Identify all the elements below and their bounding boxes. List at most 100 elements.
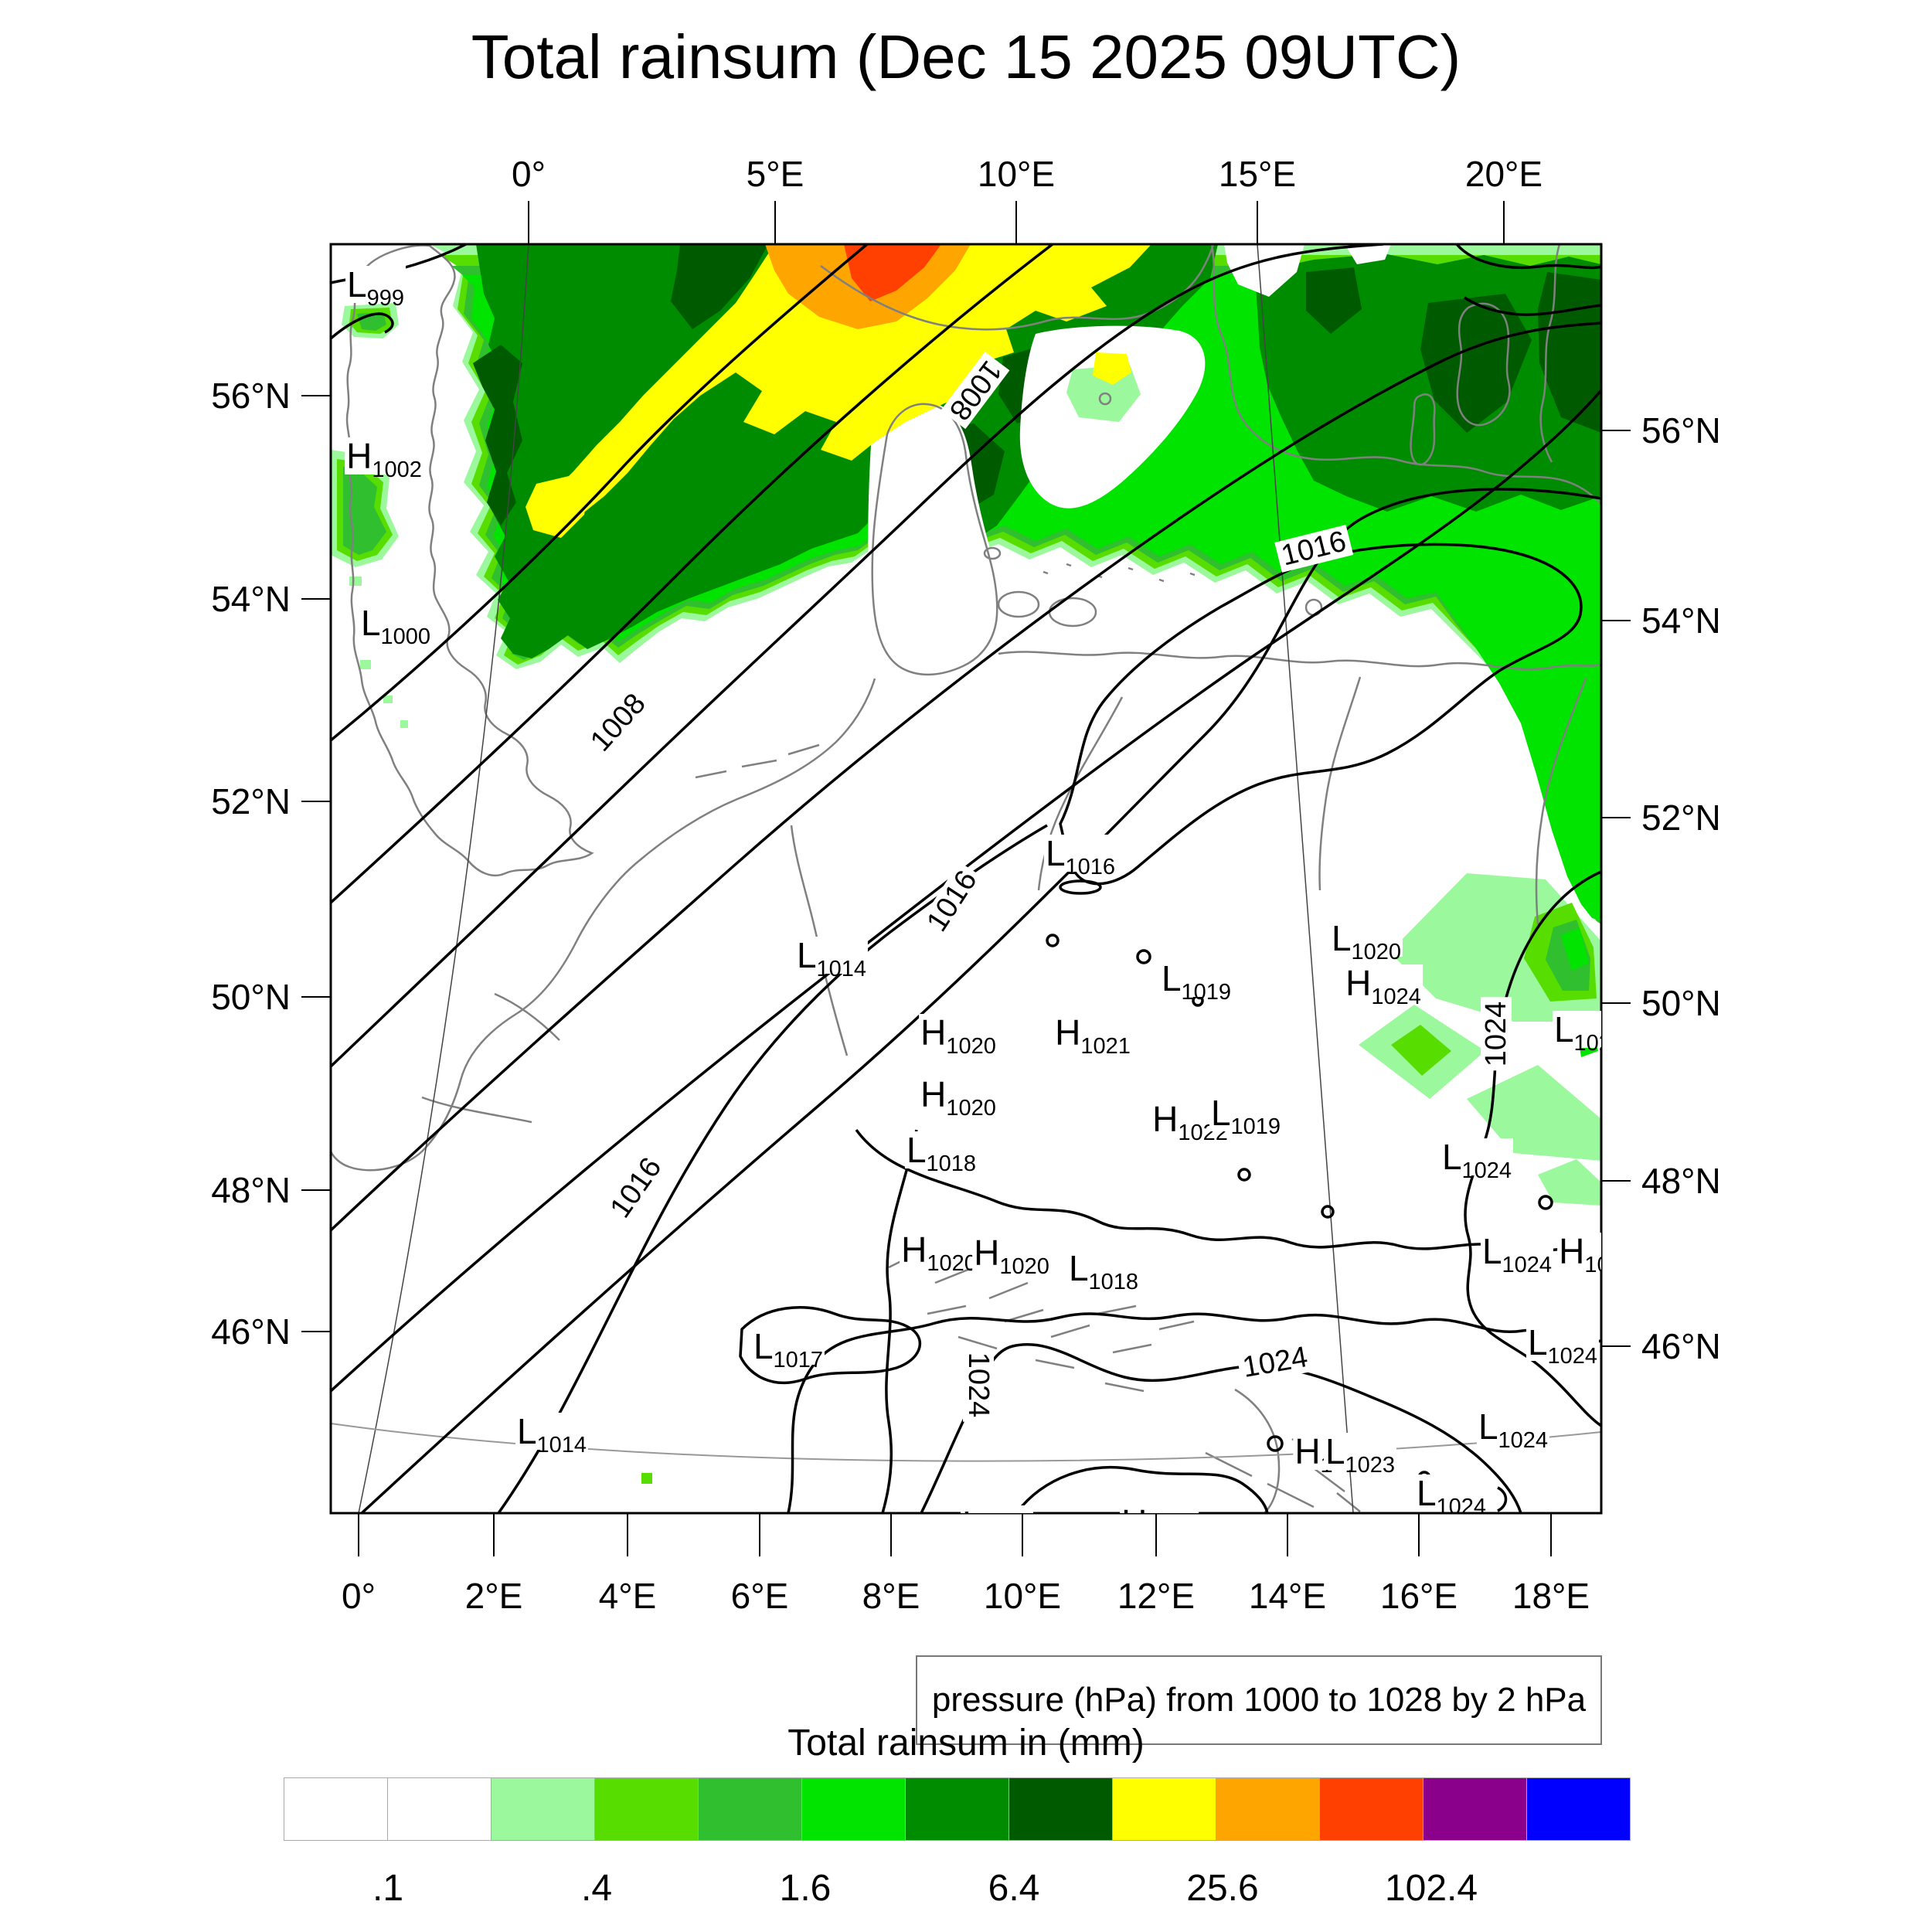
left-axis-label: 56°N xyxy=(211,376,291,416)
left-axis-label: 46°N xyxy=(211,1311,291,1352)
colorbar-cell-8 xyxy=(1112,1777,1216,1841)
top-axis-tick xyxy=(1503,201,1505,244)
top-axis-tick xyxy=(1257,201,1258,244)
pressure-center-value: 1018 xyxy=(926,1151,977,1176)
pressure-center-value: 1020 xyxy=(946,1034,996,1059)
pressure-center-value: 1018 xyxy=(1088,1270,1139,1294)
colorbar-cell-1 xyxy=(387,1777,492,1841)
bottom-axis-label: 18°E xyxy=(1512,1576,1590,1616)
pressure-center-value: 1024 xyxy=(1371,985,1421,1009)
pressure-center-l1019: L1019 xyxy=(1159,958,1233,1004)
isobar-arc-small xyxy=(1497,1486,1508,1512)
pressure-center-l1024: L1024 xyxy=(1414,1473,1488,1513)
right-axis-label: 52°N xyxy=(1641,798,1721,838)
pressure-center-value: 1019 xyxy=(1181,980,1232,1005)
pressure-center-letter: L xyxy=(1325,1431,1345,1471)
river-seine xyxy=(494,992,560,1041)
bottom-axis-label: 2°E xyxy=(464,1576,523,1616)
coast-dk-island xyxy=(997,590,1040,618)
right-axis-tick xyxy=(1601,1002,1631,1004)
left-axis-tick xyxy=(301,1189,331,1191)
isobar-1006 xyxy=(331,244,1054,904)
coast-oland xyxy=(1410,393,1436,466)
isobar-italy xyxy=(881,1129,918,1513)
isobar-1010 xyxy=(331,321,1601,1232)
contour-label-1016: 1016 xyxy=(602,1148,670,1227)
pressure-center-l999: L999 xyxy=(345,264,406,310)
river-oder xyxy=(1318,676,1362,891)
parallel-45deg xyxy=(331,1423,1601,1462)
pressure-center-letter: H xyxy=(920,1074,947,1114)
colorbar-title: Total rainsum in (mm) xyxy=(787,1723,1145,1764)
colorbar-tick-label: .1 xyxy=(372,1868,404,1909)
pressure-center-l1023: L1023 xyxy=(1323,1431,1397,1477)
bottom-axis-tick xyxy=(1022,1513,1023,1556)
pressure-center-value: 1014 xyxy=(536,1433,587,1458)
isobar-inner-alps xyxy=(1015,1466,1269,1513)
coast-northsea xyxy=(634,678,876,865)
river-elbe xyxy=(1037,696,1124,891)
left-axis-tick xyxy=(301,395,331,396)
rain-red-core xyxy=(844,244,941,301)
pressure-center-h1020: H1020 xyxy=(972,1233,1051,1278)
pressure-center-letter: L xyxy=(347,264,367,304)
right-axis-label: 54°N xyxy=(1641,600,1721,641)
pressure-center-value: 1021 xyxy=(1080,1034,1131,1059)
bottom-axis-tick xyxy=(1418,1513,1420,1556)
right-axis-tick xyxy=(1601,620,1631,621)
pressure-center-letter: L xyxy=(1045,833,1066,873)
pressure-center-l1026: L1026 xyxy=(960,1505,1034,1513)
coast-kattegat-islet xyxy=(1098,392,1112,406)
coast-sweden xyxy=(1210,244,1601,505)
left-axis-tick xyxy=(301,1331,331,1332)
right-axis-tick xyxy=(1601,430,1631,431)
pressure-center-h1002: H1002 xyxy=(345,437,423,481)
river-vistula xyxy=(1535,678,1587,925)
left-axis-label: 52°N xyxy=(211,781,291,821)
coast-baltic-ne xyxy=(1539,244,1561,463)
isobar-1014 xyxy=(360,488,1601,1513)
pressure-center-h1027: H1027 xyxy=(1120,1504,1199,1513)
bottom-axis-tick xyxy=(890,1513,892,1556)
pressure-center-l1014: L1014 xyxy=(794,937,869,981)
isobar-1016-minor xyxy=(1059,879,1102,895)
bottom-axis-tick xyxy=(627,1513,628,1556)
bottom-axis-label: 8°E xyxy=(862,1576,920,1616)
pressure-center-letter: L xyxy=(516,1411,537,1451)
pressure-center-l1016: L1016 xyxy=(1043,833,1117,879)
pressure-center-letter: L xyxy=(1553,1009,1574,1049)
isobar-minor-loop xyxy=(1237,1168,1251,1182)
pressure-center-letter: H xyxy=(1152,1099,1179,1139)
colorbar-tick-label: 102.4 xyxy=(1384,1868,1478,1909)
coast-frisian xyxy=(695,743,820,779)
pressure-center-letter: L xyxy=(1161,958,1182,998)
rain-vivid-se-dash xyxy=(1561,927,1589,971)
isobar-1000 xyxy=(331,312,394,340)
pressure-center-l1017: L1017 xyxy=(751,1328,825,1372)
pressure-center-letter: H xyxy=(1294,1431,1321,1471)
rain-yellow-band xyxy=(538,244,1151,535)
pressure-center-h1024: H1024 xyxy=(1557,1233,1601,1277)
colorbar-tick-label: 25.6 xyxy=(1186,1868,1259,1909)
pressure-center-letter: H xyxy=(974,1233,1000,1273)
pressure-center-l1024: L1024 xyxy=(1440,1137,1514,1182)
pressure-center-letter: L xyxy=(1441,1137,1462,1177)
contour-label-1024: 1024 xyxy=(962,1348,995,1422)
right-axis-label: 56°N xyxy=(1641,410,1721,451)
left-axis-tick xyxy=(301,996,331,998)
pressure-center-l1024: L1024 xyxy=(1552,1009,1601,1055)
pressure-center-h1020: H1020 xyxy=(900,1231,978,1275)
isobar-1004 xyxy=(331,244,869,742)
rain-field xyxy=(331,244,1601,1484)
bottom-axis-label: 4°E xyxy=(598,1576,657,1616)
meridian-0deg xyxy=(358,244,529,1513)
bottom-axis-tick xyxy=(493,1513,495,1556)
pressure-center-letter: L xyxy=(1416,1473,1437,1513)
bottom-axis-tick xyxy=(1155,1513,1157,1556)
pressure-center-value: 1023 xyxy=(1345,1453,1396,1478)
pressure-center-value: 1020 xyxy=(927,1251,977,1276)
isobar-1016-loop xyxy=(1059,543,1583,886)
pressure-center-letter: H xyxy=(1055,1012,1081,1053)
colorbar-cell-2 xyxy=(491,1777,595,1841)
